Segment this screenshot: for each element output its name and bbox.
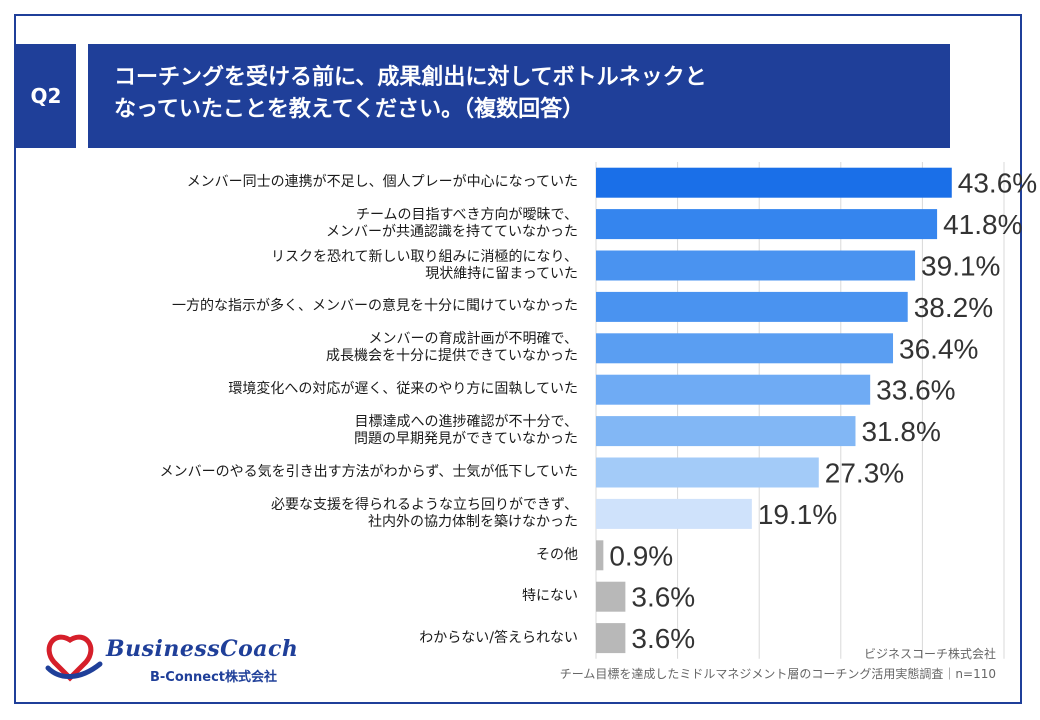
bar-value-label: 3.6% xyxy=(631,623,695,654)
bar-value-label: 19.1% xyxy=(758,499,837,530)
bar xyxy=(596,581,626,612)
source-company: ビジネスコーチ株式会社 xyxy=(863,647,996,661)
bar xyxy=(596,250,916,281)
bar-value-label: 33.6% xyxy=(876,375,955,406)
category-label: わからない/答えられない xyxy=(419,629,578,646)
question-badge: Q2 xyxy=(16,44,76,148)
bar xyxy=(596,209,938,240)
title-line-1: コーチングを受ける前に、成果創出に対してボトルネックと xyxy=(114,65,707,90)
bar xyxy=(596,498,752,529)
bar xyxy=(596,457,819,488)
bar xyxy=(596,540,604,571)
bar-value-label: 0.9% xyxy=(609,540,673,571)
bar-value-label: 31.8% xyxy=(861,416,940,447)
question-title: コーチングを受ける前に、成果創出に対してボトルネックと なっていたことを教えてく… xyxy=(88,44,950,148)
bar-value-label: 38.2% xyxy=(914,292,993,323)
bar xyxy=(596,291,908,322)
bar xyxy=(596,167,952,198)
bar xyxy=(596,623,626,654)
category-label: 特にない xyxy=(522,588,578,605)
title-line-2: なっていたことを教えてください。（複数回答） xyxy=(114,97,585,122)
business-coach-logo xyxy=(45,634,103,682)
category-label: リスクを恐れて新しい取り組みに消極的になり、 現状維持に留まっていた xyxy=(270,248,578,282)
category-label: メンバーの育成計画が不明確で、 成長機会を十分に提供できていなかった xyxy=(326,331,578,365)
category-label: 環境変化への対応が遅く、従来のやり方に固執していた xyxy=(228,381,578,398)
category-label: メンバーのやる気を引き出す方法がわからず、士気が低下していた xyxy=(159,464,578,480)
chart-frame xyxy=(14,14,1022,704)
category-label: メンバー同士の連携が不足し、個人プレーが中心になっていた xyxy=(186,174,578,191)
bar-value-label: 3.6% xyxy=(631,582,695,613)
source-note: ビジネスコーチ株式会社 チーム目標を達成したミドルマネジメント層のコーチング活用… xyxy=(560,644,996,684)
category-label: 目標達成への進捗確認が不十分で、 問題の早期発見ができていなかった xyxy=(354,414,578,448)
brand-name: BusinessCoach xyxy=(106,636,299,662)
category-label: 必要な支援を得られるような立ち回りができず、 社内外の協力体制を築けなかった xyxy=(270,496,578,530)
bar xyxy=(596,374,871,405)
bar-value-label: 27.3% xyxy=(825,458,904,489)
category-label: 一方的な指示が多く、メンバーの意見を十分に聞けていなかった xyxy=(172,298,578,315)
bar xyxy=(596,333,894,364)
bar-value-label: 39.1% xyxy=(921,251,1000,282)
bar-value-label: 41.8% xyxy=(943,209,1022,240)
source-survey: チーム目標を達成したミドルマネジメント層のコーチング活用実態調査｜n=110 xyxy=(559,667,996,681)
brand-subtitle: B-Connect株式会社 xyxy=(150,670,278,685)
bar-value-label: 43.6% xyxy=(958,168,1037,199)
bar xyxy=(596,416,856,447)
category-label: その他 xyxy=(536,546,578,563)
category-label: チームの目指すべき方向が曖昧で、 メンバーが共通認識を持てていなかった xyxy=(326,207,578,241)
bar-value-label: 36.4% xyxy=(899,333,978,364)
